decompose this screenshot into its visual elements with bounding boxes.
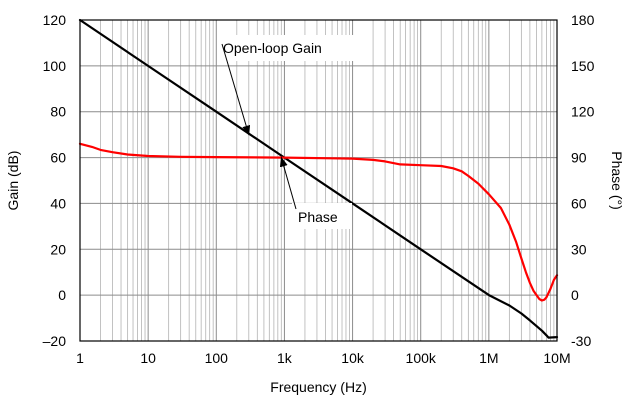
annotation-phase-box [292,203,352,229]
annotation-phase-arrow [279,156,297,210]
x-tick-label: 100 [205,350,229,366]
y-left-tick-label: 120 [43,12,67,28]
x-tick-label: 10k [341,350,365,366]
series-line-open-loop-gain [78,18,559,339]
annotation-open-loop-gain-arrow [221,43,251,136]
y-right-tick-label: 60 [571,195,587,211]
plot-frame [79,19,558,342]
y-left-tick-label: 20 [50,241,66,257]
y-right-tick-label: -30 [571,333,591,349]
x-tick-label: 10 [140,350,156,366]
annotation-open-loop-gain-label: Open-loop Gain [223,40,322,56]
y-left-tick-label: –20 [43,333,67,349]
x-tick-label: 10M [543,350,570,366]
annotations: Open-loop Gain Phase [220,35,360,229]
x-tick-label: 1 [76,350,84,366]
annotation-open-loop-gain-box [220,35,360,61]
y-left-tick-label: 60 [50,150,66,166]
y-right-tick-label: 180 [571,12,595,28]
y-right-tick-label: 150 [571,58,595,74]
y-left-tick-label: 100 [43,58,67,74]
y-left-tick-label: 40 [50,195,66,211]
x-tick-label: 1M [479,350,498,366]
y-left-tick-label: 80 [50,104,66,120]
y-right-tick-label: 120 [571,104,595,120]
series-lines [78,18,559,339]
tick-labels: 1 10 100 1k 10k 100k 1M 10M 120 100 80 60 40 20 0 –20 18… [43,12,595,366]
y-right-tick-label: 0 [571,287,579,303]
y-right-tick-label: 90 [571,150,587,166]
annotation-phase-label: Phase [298,209,338,225]
y-right-tick-label: 30 [571,241,587,257]
y-axis-left-label: Gain (dB) [5,151,21,211]
x-axis-label: Frequency (Hz) [270,379,366,395]
grid [79,19,558,342]
series-line-phase [78,142,559,302]
y-left-tick-label: 0 [58,287,66,303]
x-tick-label: 100k [406,350,437,366]
x-tick-label: 1k [277,350,293,366]
y-axis-right-label: Phase (°) [609,151,625,210]
